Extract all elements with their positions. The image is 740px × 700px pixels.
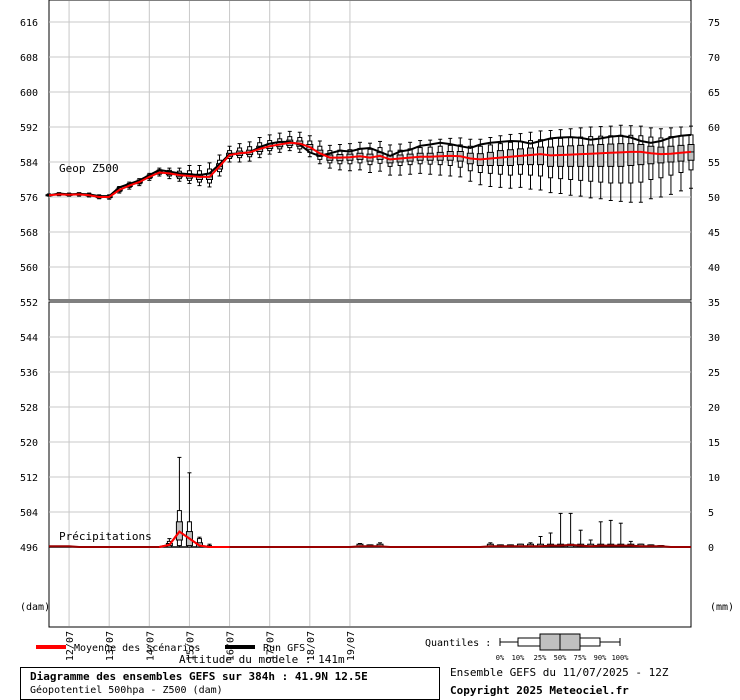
- left-tick-label: 576: [20, 193, 38, 204]
- quantile-legend: 0% 10% 25% 50% 75% 90% 100%: [496, 633, 630, 662]
- quantile-legend-label: 90%: [594, 654, 607, 662]
- right-axis-unit: (mm): [710, 602, 734, 613]
- quantile-legend-label: 75%: [574, 654, 587, 662]
- left-tick-label: 536: [20, 368, 38, 379]
- right-tick-label: 55: [708, 158, 720, 169]
- left-axis-unit: (dam): [20, 602, 50, 613]
- box-25-75: [537, 146, 545, 166]
- left-tick-label: 608: [20, 53, 38, 64]
- date-tick-label: 17/07: [266, 631, 277, 661]
- box-25-75: [637, 144, 645, 166]
- quantile-legend-label: 0%: [496, 654, 505, 662]
- date-tick-label: 14/07: [145, 631, 156, 661]
- box-25-75: [587, 144, 595, 167]
- left-tick-label: 512: [20, 473, 38, 484]
- ensemble-mean-line: [48, 141, 692, 198]
- box-25-75: [557, 145, 565, 167]
- left-tick-label: 552: [20, 298, 38, 309]
- left-tick-label: 560: [20, 263, 38, 274]
- right-tick-label: 70: [708, 53, 720, 64]
- legend-mean-label: Moyenne des scénarios: [74, 642, 200, 654]
- precip-mean-line-peak: [159, 530, 230, 548]
- left-axis: 616 608 600 592 584 576 568 560 552 544 536 528 520 5…: [20, 18, 38, 554]
- box-25-75: [547, 146, 555, 167]
- right-tick-label: 50: [708, 193, 720, 204]
- right-tick-label: 40: [708, 263, 720, 274]
- left-tick-label: 592: [20, 123, 38, 134]
- grid-lines: [49, 1, 691, 626]
- title-box: Diagramme des ensembles GEFS sur 384h : …: [20, 667, 440, 700]
- right-tick-label: 75: [708, 18, 720, 29]
- right-tick-label: 30: [708, 333, 720, 344]
- left-tick-label: 520: [20, 438, 38, 449]
- run-gfs-line: [48, 133, 692, 198]
- date-tick-label: 18/07: [306, 631, 317, 661]
- left-tick-label: 584: [20, 158, 38, 169]
- box-25-75: [647, 145, 655, 165]
- lower-panel: [48, 301, 692, 628]
- copyright-label: Copyright 2025 Meteociel.fr: [450, 684, 629, 697]
- right-tick-label: 45: [708, 228, 720, 239]
- chart-title: Diagramme des ensembles GEFS sur 384h : …: [30, 670, 368, 683]
- date-tick-label: 13/07: [105, 631, 116, 661]
- right-tick-label: 60: [708, 123, 720, 134]
- right-tick-label: 20: [708, 403, 720, 414]
- left-tick-label: 600: [20, 88, 38, 99]
- box-25-75: [617, 143, 625, 167]
- quantile-legend-label: 100%: [612, 654, 630, 662]
- left-tick-label: 504: [20, 508, 38, 519]
- quantile-legend-label: 50%: [554, 654, 567, 662]
- quantiles-label: Quantiles :: [425, 638, 491, 649]
- legend-run-label: Run GFS: [263, 643, 305, 654]
- left-tick-label: 616: [20, 18, 38, 29]
- box-25-75: [607, 143, 615, 167]
- right-tick-label: 25: [708, 368, 720, 379]
- right-tick-label: 65: [708, 88, 720, 99]
- upper-panel-label: Geop Z500: [59, 162, 119, 175]
- right-tick-label: 10: [708, 473, 720, 484]
- left-tick-label: 568: [20, 228, 38, 239]
- precip-mean-line: [49, 530, 691, 548]
- right-tick-label: 0: [708, 543, 714, 554]
- box-25-75: [567, 145, 575, 167]
- quantile-legend-label: 10%: [512, 654, 525, 662]
- right-tick-label: 5: [708, 508, 714, 519]
- altitude-label: Altitude du modele : 141m: [179, 653, 345, 666]
- run-date-label: Ensemble GEFS du 11/07/2025 - 12Z: [450, 666, 669, 679]
- date-tick-label: 12/07: [65, 631, 76, 661]
- right-tick-label: 35: [708, 298, 720, 309]
- box-25-75: [627, 143, 635, 166]
- left-tick-label: 496: [20, 543, 38, 554]
- date-tick-label: 19/07: [346, 631, 357, 661]
- left-tick-label: 544: [20, 333, 38, 344]
- right-tick-label: 15: [708, 438, 720, 449]
- box-25-75: [577, 144, 585, 167]
- quantile-legend-label: 25%: [534, 654, 547, 662]
- lower-panel-label: Précipitations: [59, 530, 152, 543]
- box-25-75: [597, 144, 605, 167]
- date-tick-label: 15/07: [185, 631, 196, 661]
- box-25-75: [527, 147, 534, 166]
- chart-subtitle: Géopotentiel 500hpa - Z500 (dam): [30, 685, 223, 696]
- left-tick-label: 528: [20, 403, 38, 414]
- series-lines: [48, 133, 692, 548]
